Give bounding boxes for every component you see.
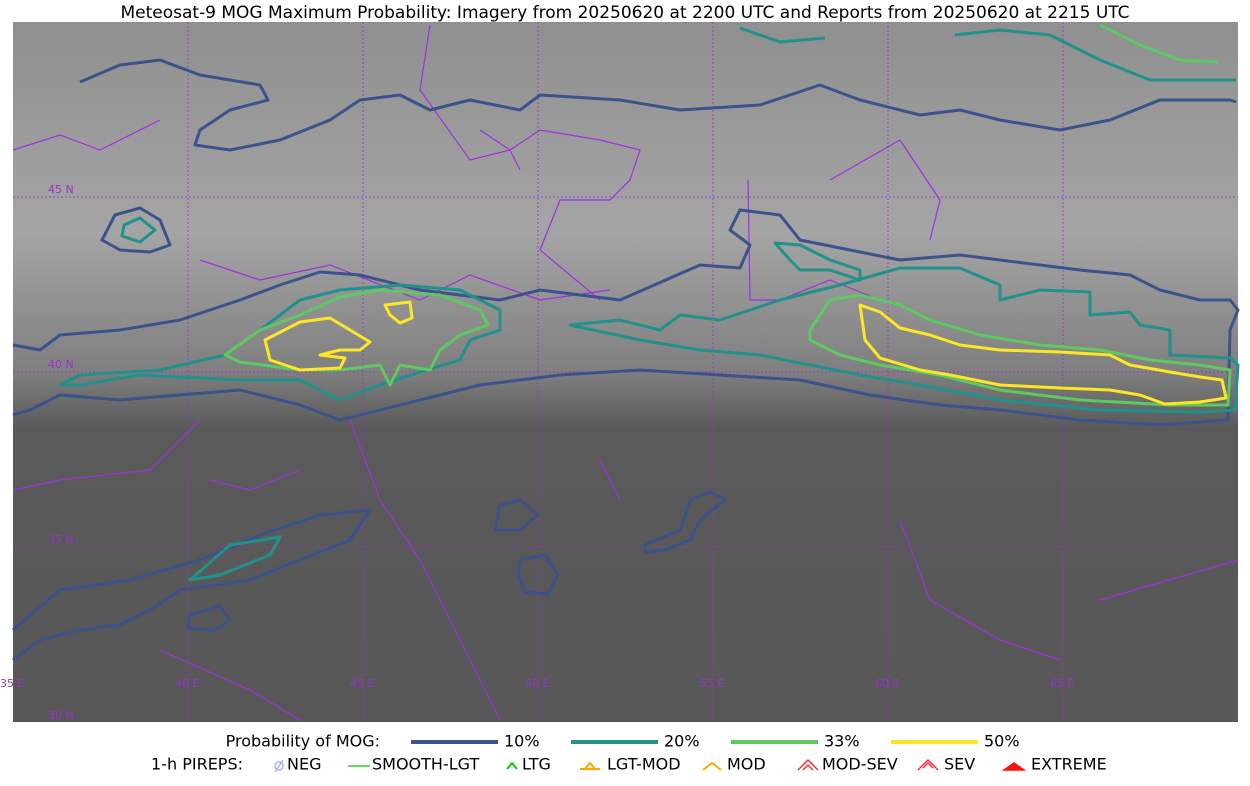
legend-label: MOD-SEV <box>822 755 898 774</box>
lon-label: 50 E <box>525 677 549 690</box>
lon-label: 60 E <box>875 677 899 690</box>
legend-title: Probability of MOG: <box>226 732 380 751</box>
lat-label: 45 N <box>48 183 74 196</box>
title: Meteosat-9 MOG Maximum Probability: Imag… <box>120 3 1129 23</box>
lon-label: 65 E <box>1050 677 1074 690</box>
legend-label: MOD <box>727 755 766 774</box>
legend-label: LTG <box>522 755 551 774</box>
lat-label: 40 N <box>48 358 74 371</box>
legend-label: SEV <box>944 755 975 774</box>
lon-label: 55 E <box>700 677 724 690</box>
lat-label: 35 N <box>48 533 74 546</box>
legend-label: NEG <box>287 755 321 774</box>
lat-label: 30 N <box>48 709 74 722</box>
legend-label: 33% <box>824 732 860 751</box>
legend-label: 10% <box>504 732 540 751</box>
legend-label: LGT-MOD <box>607 755 681 774</box>
pirep-symbols <box>274 758 1027 773</box>
legend: Probability of MOG: 1-h PIREPS: 10% 20% 33… <box>151 732 1107 774</box>
legend-label: 20% <box>664 732 700 751</box>
grid-labels: 45 N 40 N 35 N 30 N 35 E 40 E 45 E 50 E … <box>0 183 1074 722</box>
lon-label: 45 E <box>350 677 374 690</box>
contours <box>12 23 1240 662</box>
lon-label: 35 E <box>0 677 24 690</box>
legend-label: 50% <box>984 732 1020 751</box>
lon-label: 40 E <box>175 677 199 690</box>
legend-title: 1-h PIREPS: <box>151 755 243 774</box>
map: 45 N 40 N 35 N 30 N 35 E 40 E 45 E 50 E … <box>0 22 1240 722</box>
legend-label: SMOOTH-LGT <box>372 755 479 774</box>
legend-label: EXTREME <box>1031 755 1107 774</box>
